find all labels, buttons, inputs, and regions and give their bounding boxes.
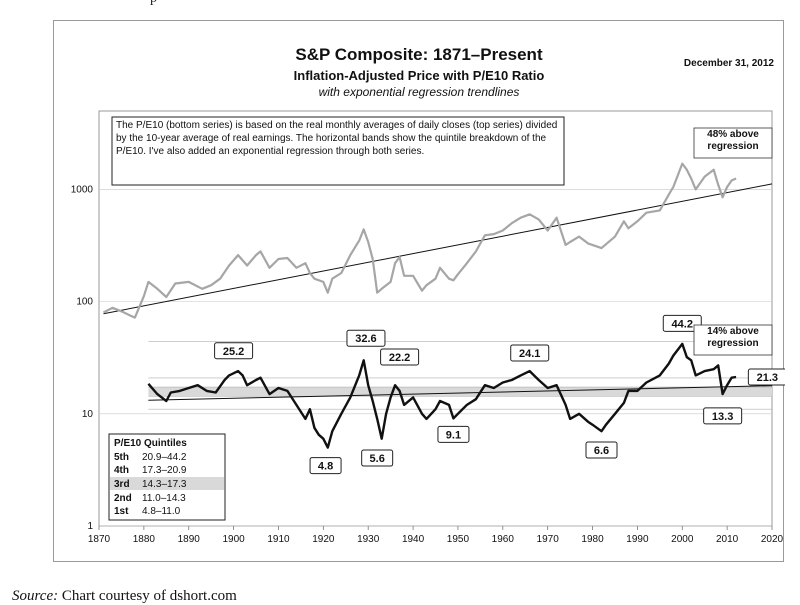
quintile-table: P/E10 Quintiles 5th 20.9–44.2 4th 17.3–2…: [108, 433, 226, 521]
y-tick-label: 100: [76, 297, 93, 308]
chart-title: S&P Composite: 1871–Present: [295, 45, 543, 64]
x-tick-label: 2000: [671, 534, 694, 545]
x-axis-ticks: 1870 1880 1890 1900 1910 1920 1930 1940 1950 1960…: [88, 526, 784, 545]
x-tick-label: 1950: [447, 534, 470, 545]
annotation-label: 4.8: [318, 461, 333, 473]
quintile-row-range: 14.3–17.3: [142, 479, 187, 490]
annotation-label: 5.6: [370, 453, 385, 465]
value-annotations: 25.2 4.8 32.6 5.6 22.2 9.1 24.1 6.6 44.2 13.3 21.3: [214, 314, 785, 475]
annotation-label: 22.2: [389, 352, 410, 364]
regression-line: [148, 385, 773, 401]
quintile-table-highlight: [110, 477, 224, 490]
quintile-row-label: 2nd: [114, 493, 132, 504]
chart-date-label: December 31, 2012: [684, 58, 775, 69]
annotation-label: 13.3: [712, 411, 733, 423]
top-cutoff-text: p: [0, 0, 800, 14]
x-tick-label: 1880: [133, 534, 156, 545]
annotation-box: [380, 348, 420, 366]
callout-price-text: 48% above regression: [707, 129, 759, 152]
regression-trendlines: [103, 183, 773, 401]
y-tick-label: 1000: [71, 184, 94, 195]
annotation-label: 25.2: [223, 346, 244, 358]
annotation-label: 6.6: [594, 445, 609, 457]
x-tick-label: 1900: [222, 534, 245, 545]
x-tick-label: 2020: [761, 534, 784, 545]
annotation-label: 9.1: [446, 429, 461, 441]
x-tick-label: 1890: [178, 534, 201, 545]
quintile-reference-lines: [148, 341, 772, 410]
callout-pe10: 14% above regression: [693, 324, 773, 356]
annotation-box: [662, 314, 702, 332]
annotation-box: [703, 407, 743, 425]
x-tick-label: 1920: [312, 534, 335, 545]
annotation-box: [510, 344, 550, 362]
x-tick-label: 1870: [88, 534, 111, 545]
x-tick-label: 2010: [716, 534, 739, 545]
x-tick-label: 1930: [357, 534, 380, 545]
annotation-box: [585, 441, 618, 459]
quintile-band: [148, 387, 772, 397]
annotation-label: 21.3: [757, 372, 778, 384]
quintile-bands: [148, 387, 772, 397]
y-axis-ticks: 1 10 100 1000: [71, 184, 94, 532]
y-tick-label: 1: [87, 521, 93, 532]
x-tick-label: 1940: [402, 534, 425, 545]
chart-subtitle-2: with exponential regression trendlines: [319, 85, 520, 99]
series-lines: [102, 162, 737, 449]
annotation-box: [747, 368, 785, 386]
x-tick-label: 1990: [626, 534, 649, 545]
callout-pe10-text: 14% above regression: [707, 326, 759, 349]
source-text: Chart courtesy of dshort.com: [61, 588, 237, 604]
annotation-box: [214, 342, 254, 360]
cutoff-fragment: p: [150, 0, 157, 7]
quintile-row-label: 4th: [114, 465, 129, 476]
chart-frame: S&P Composite: 1871–Present Inflation-Ad…: [53, 20, 785, 562]
annotation-label: 44.2: [672, 318, 693, 330]
quintile-row-range: 4.8–11.0: [142, 506, 181, 517]
annotation-box: [309, 457, 342, 475]
x-tick-label: 1980: [581, 534, 604, 545]
x-tick-label: 1970: [537, 534, 560, 545]
quintile-table-title: P/E10 Quintiles: [114, 438, 187, 449]
callout-price-box: [693, 127, 773, 159]
series-line-price: [102, 162, 737, 319]
quintile-row-range: 17.3–20.9: [142, 465, 187, 476]
quintile-row-label: 3rd: [114, 479, 130, 490]
regression-line: [103, 183, 773, 315]
quintile-row-label: 5th: [114, 452, 129, 463]
callout-pe10-box: [693, 324, 773, 356]
chart-subtitle: Inflation-Adjusted Price with P/E10 Rati…: [294, 68, 545, 83]
x-tick-label: 1960: [492, 534, 515, 545]
quintile-row-range: 11.0–14.3: [142, 493, 186, 504]
note-box-frame: [111, 116, 565, 186]
y-tick-label: 10: [82, 409, 94, 420]
chart-canvas: S&P Composite: 1871–Present Inflation-Ad…: [71, 45, 785, 545]
annotation-label: 24.1: [519, 348, 540, 360]
gridlines: [99, 189, 772, 527]
series-line-pe10: [147, 342, 737, 449]
quintile-row-label: 1st: [114, 506, 129, 517]
annotation-box: [361, 449, 394, 467]
quintile-row-range: 20.9–44.2: [142, 452, 187, 463]
callout-price: 48% above regression: [693, 127, 773, 159]
note-box: The P/E10 (bottom series) is based on th…: [111, 116, 565, 186]
x-tick-label: 1910: [267, 534, 290, 545]
annotation-label: 32.6: [355, 333, 376, 345]
source-caption: Source: Chart courtesy of dshort.com: [12, 588, 237, 605]
annotation-box: [437, 425, 470, 443]
source-label: Source:: [12, 588, 59, 604]
annotation-box: [346, 329, 386, 347]
note-text: The P/E10 (bottom series) is based on th…: [116, 120, 558, 157]
